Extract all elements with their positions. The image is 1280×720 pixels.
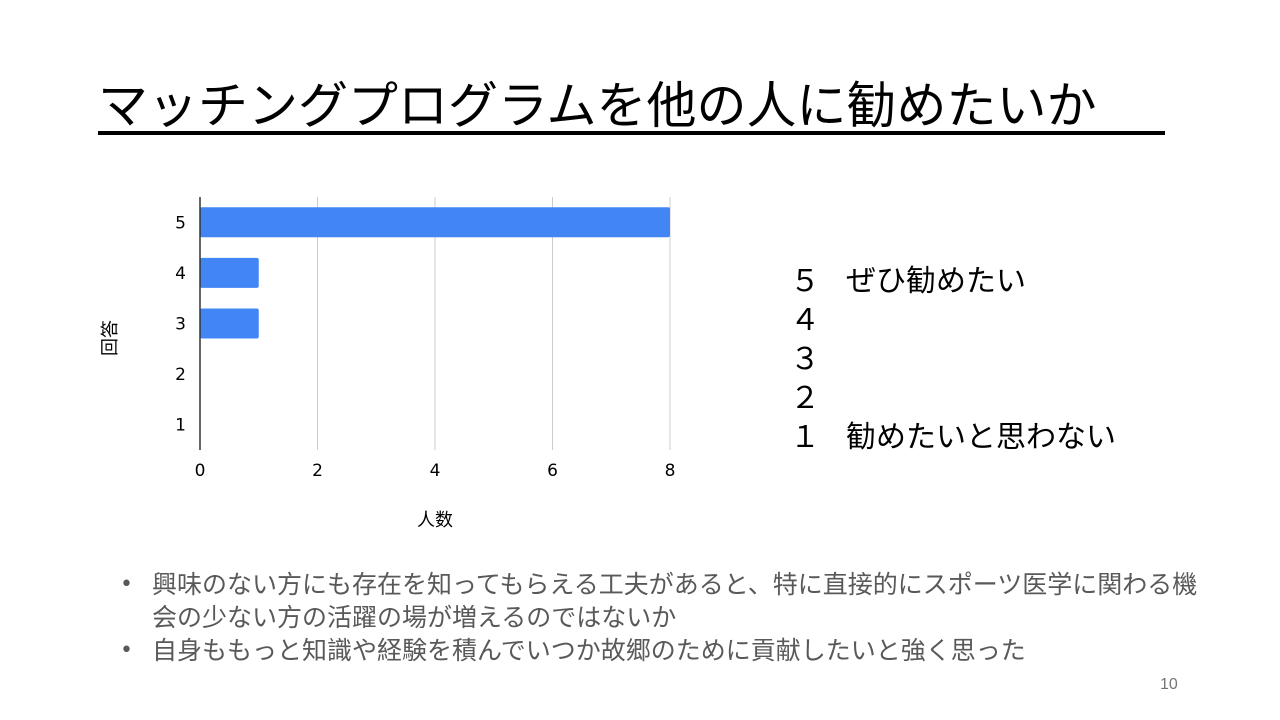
chart-x-tick-label: 2 bbox=[312, 461, 323, 481]
bullet-item: • 興味のない方にも存在を知ってもらえる工夫があると、特に直接的にスポーツ医学に… bbox=[118, 568, 1198, 634]
slide-title: マッチングプログラムを他の人に勧めたいか bbox=[98, 77, 1097, 135]
bullet-item: • 自身ももっと知識や経験を積んでいつか故郷のために貢献したいと強く思った bbox=[118, 634, 1198, 667]
bullet-dot-icon: • bbox=[120, 572, 133, 597]
legend-row-2: ２ bbox=[790, 379, 1116, 418]
chart-x-tick-label: 0 bbox=[195, 461, 206, 481]
chart-gridlines bbox=[317, 197, 671, 450]
bullet-text: 自身ももっと知識や経験を積んでいつか故郷のために貢献したいと強く思った bbox=[152, 636, 1026, 665]
legend-text: 勧めたいと思わない bbox=[846, 420, 1116, 455]
chart-bar bbox=[200, 308, 259, 339]
bullet-text: 興味のない方にも存在を知ってもらえる工夫があると、特に直接的にスポーツ医学に関わ… bbox=[152, 570, 1198, 632]
answer-scale-legend: ５ ぜひ勧めたい ４ ３ ２ １ 勧めたいと思わない bbox=[790, 262, 1116, 457]
chart-x-tick-label: 6 bbox=[547, 461, 558, 481]
chart-category-label: 1 bbox=[175, 416, 186, 436]
chart-bar bbox=[200, 207, 670, 238]
title-underline bbox=[98, 131, 1165, 135]
legend-text: ぜひ勧めたい bbox=[846, 264, 1026, 299]
chart-category-label: 5 bbox=[175, 213, 186, 233]
bullet-dot-icon: • bbox=[120, 638, 133, 663]
chart-x-tick-label: 4 bbox=[430, 461, 441, 481]
legend-number: ３ bbox=[790, 342, 820, 377]
legend-number: ４ bbox=[790, 303, 820, 338]
legend-row-3: ３ bbox=[790, 340, 1116, 379]
chart-y-axis-label: 回答 bbox=[100, 320, 121, 356]
page-number: 10 bbox=[1160, 676, 1178, 693]
comment-bullet-list: • 興味のない方にも存在を知ってもらえる工夫があると、特に直接的にスポーツ医学に… bbox=[118, 568, 1198, 667]
chart-bars bbox=[200, 207, 670, 339]
legend-number: １ bbox=[790, 420, 820, 455]
legend-row-1: １ 勧めたいと思わない bbox=[790, 418, 1116, 457]
legend-number: ５ bbox=[790, 264, 820, 299]
chart-category-labels: 5 4 3 2 1 bbox=[175, 213, 186, 435]
bar-chart: 5 4 3 2 1 0 2 4 6 8 人数 回答 bbox=[100, 197, 676, 531]
legend-row-4: ４ bbox=[790, 301, 1116, 340]
chart-category-label: 4 bbox=[175, 264, 186, 284]
legend-row-5: ５ ぜひ勧めたい bbox=[790, 262, 1116, 301]
chart-x-tick-label: 8 bbox=[665, 461, 676, 481]
chart-category-label: 3 bbox=[175, 315, 186, 335]
chart-x-axis-label: 人数 bbox=[417, 510, 453, 531]
chart-bar bbox=[200, 257, 259, 288]
legend-number: ２ bbox=[790, 381, 820, 416]
chart-x-tick-labels: 0 2 4 6 8 bbox=[195, 461, 676, 481]
chart-category-label: 2 bbox=[175, 365, 186, 385]
